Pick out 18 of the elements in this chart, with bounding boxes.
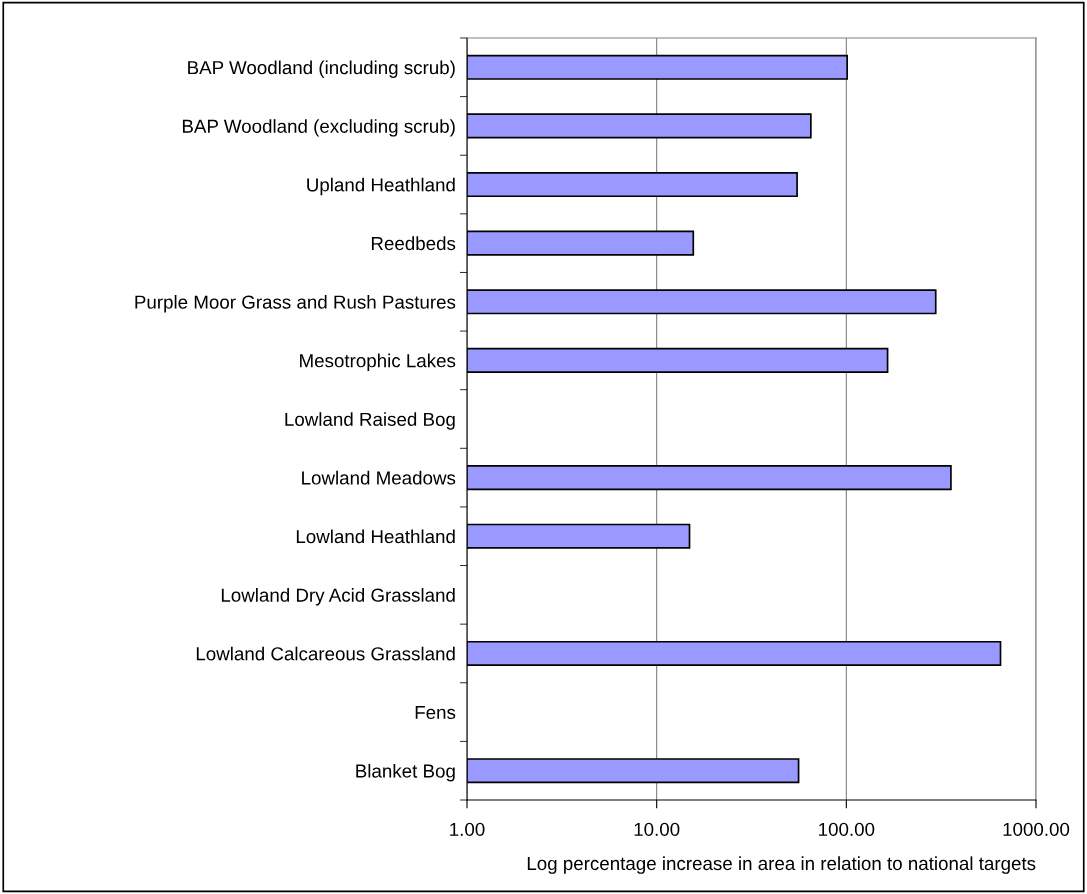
- y-tick-label: Lowland Calcareous Grassland: [196, 646, 455, 661]
- y-tick-label: Mesotrophic Lakes: [300, 353, 456, 372]
- y-tick-label: Reedbeds: [371, 236, 456, 251]
- x-tick-label: 100.00: [819, 822, 875, 836]
- y-tick-label: Purple Moor Grass and Rush Pastures: [135, 294, 456, 313]
- y-tick-label: Blanket Bog: [356, 763, 455, 782]
- y-tick-label: Lowland Raised Bog: [285, 412, 455, 430]
- x-tick-label: 1000.00: [1003, 822, 1070, 836]
- x-tick-label: 1.00: [450, 822, 485, 836]
- y-tick-label: Fens: [415, 705, 456, 720]
- x-axis-title: Log percentage increase in area in relation to national targets: [527, 856, 1036, 874]
- y-tick-label: Upland Heathland: [307, 177, 455, 196]
- y-tick-label: Lowland Heathland: [296, 529, 455, 544]
- y-tick-label: BAP Woodland (including scrub): [188, 60, 455, 78]
- y-tick-label: Lowland Dry Acid Grassland: [221, 588, 455, 606]
- y-tick-label: Lowland Meadows: [302, 470, 456, 485]
- y-tick-label: BAP Woodland (excluding scrub): [182, 119, 455, 137]
- x-tick-label: 10.00: [634, 822, 680, 836]
